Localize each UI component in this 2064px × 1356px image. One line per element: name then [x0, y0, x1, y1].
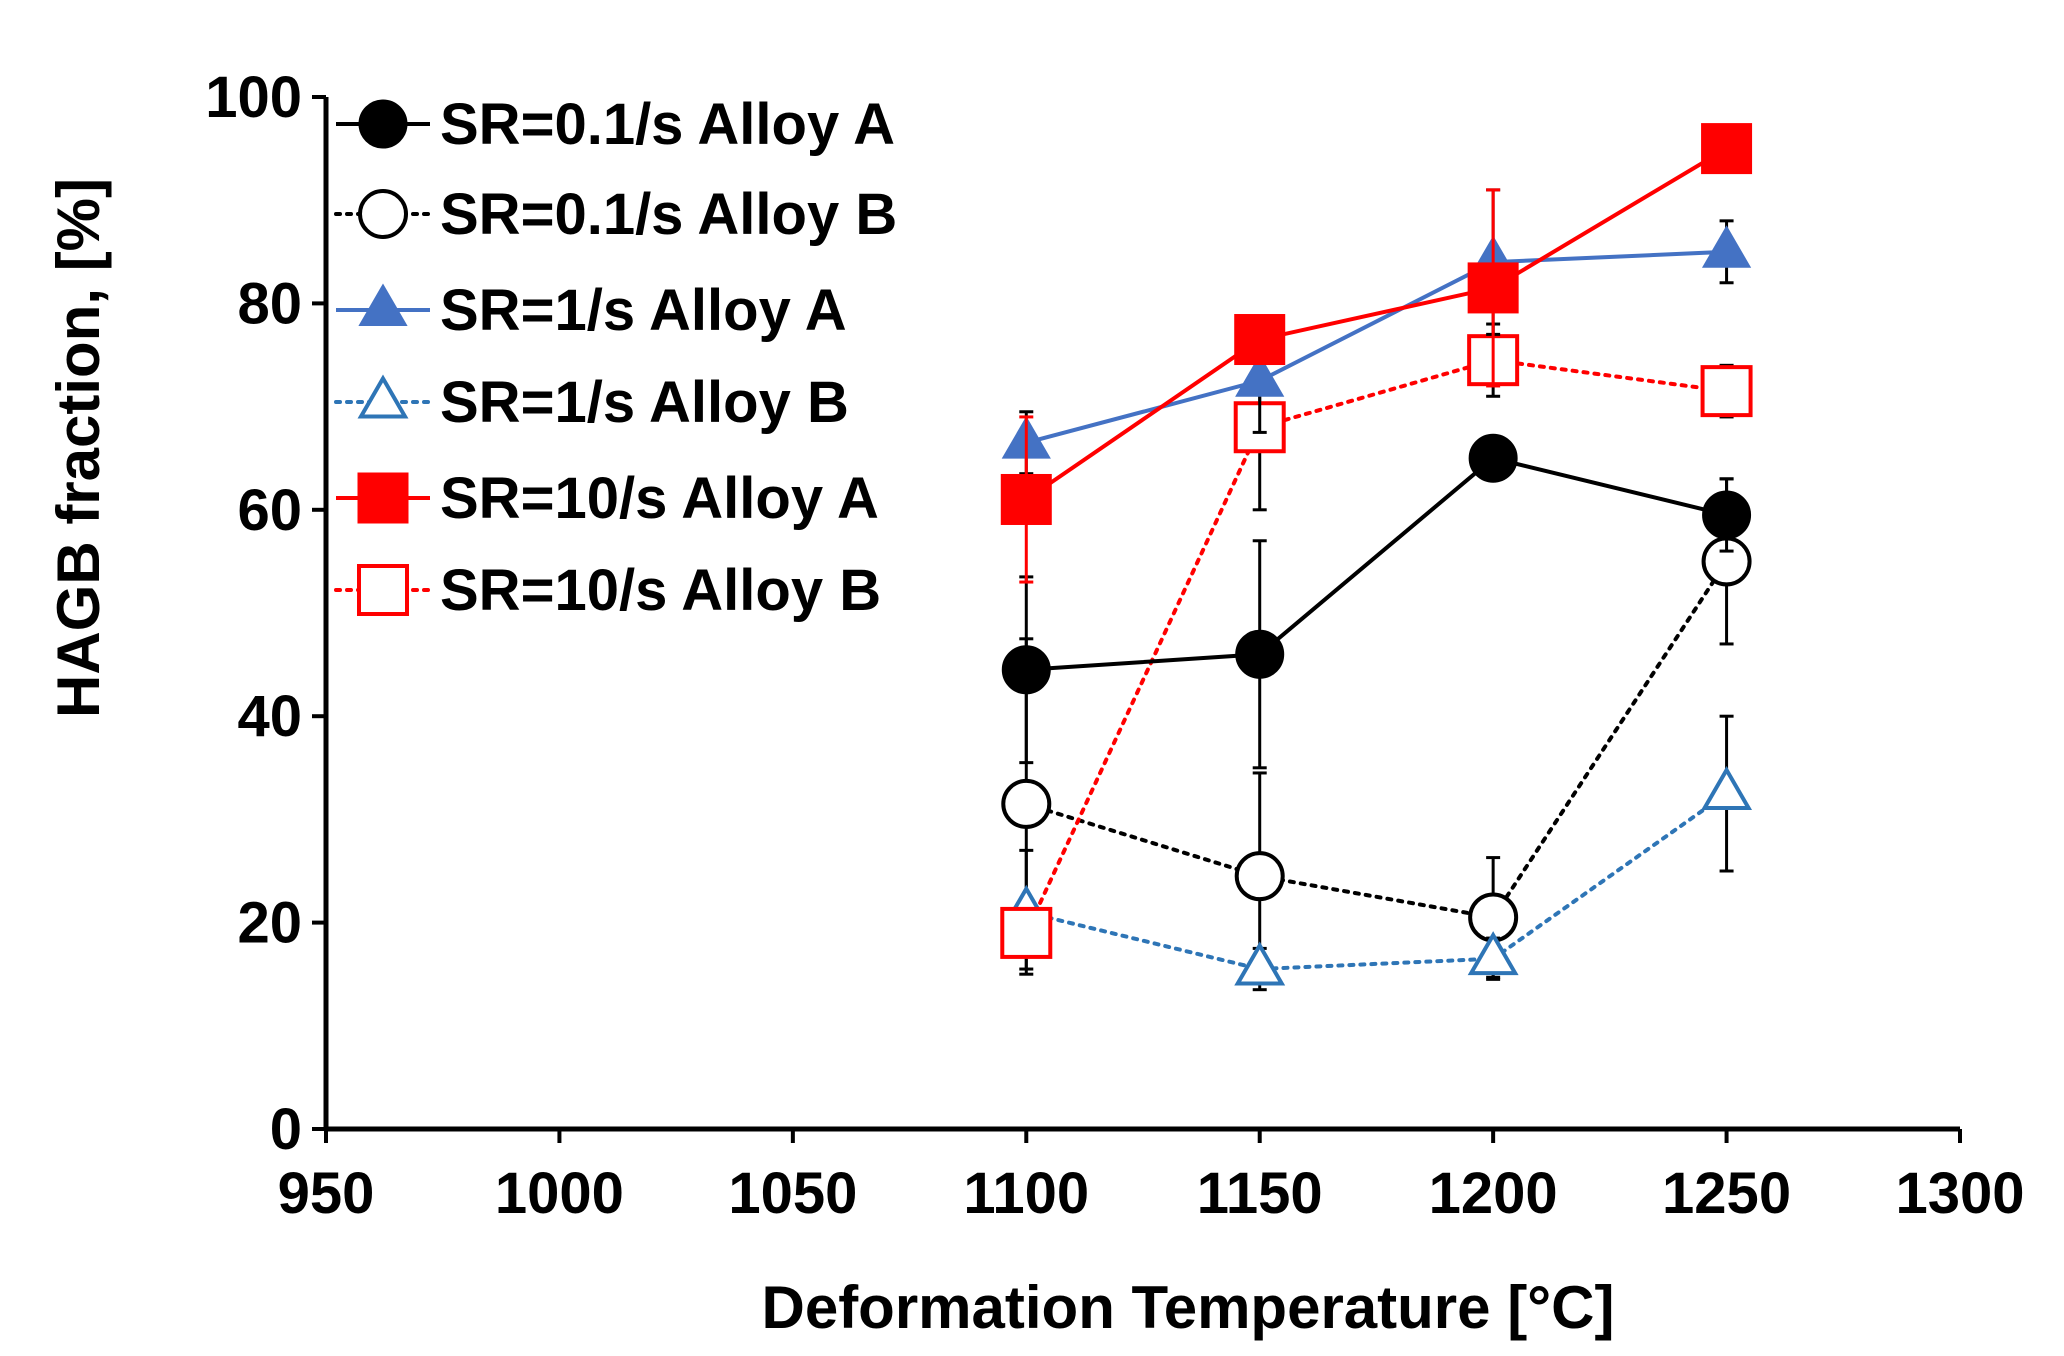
legend-entry: SR=0.1/s Alloy B	[334, 182, 897, 247]
data-point	[1000, 473, 1052, 525]
legend-entry: SR=10/s Alloy B	[334, 558, 881, 623]
legend-marker	[358, 283, 408, 326]
data-point	[1701, 123, 1753, 175]
series-line	[1025, 146, 1728, 502]
series-group	[1000, 123, 1753, 584]
legend-label: SR=1/s Alloy A	[440, 278, 847, 343]
data-point	[1234, 851, 1285, 902]
data-point	[1235, 629, 1285, 679]
series-layer	[1000, 123, 1753, 992]
legend: SR=0.1/s Alloy A SR=0.1/s Alloy B SR=1/s A…	[334, 92, 897, 623]
data-point	[1468, 433, 1518, 483]
data-point	[1001, 778, 1052, 829]
series-line	[1026, 456, 1728, 672]
data-point	[1467, 931, 1519, 976]
legend-label: SR=1/s Alloy B	[440, 370, 849, 435]
x-tick-label: 1050	[728, 1161, 857, 1226]
x-axis-ticks: 950 1000 1050 1100 1150 1200 1250 1300	[278, 1129, 2025, 1226]
legend-marker	[358, 99, 408, 149]
x-tick-label: 1100	[963, 1161, 1089, 1226]
series-line	[1024, 791, 1729, 972]
y-tick-label: 80	[237, 271, 302, 336]
data-point	[1001, 645, 1051, 695]
x-tick-label: 1000	[495, 1161, 624, 1226]
x-tick-label: 1200	[1429, 1161, 1558, 1226]
series-group	[1001, 433, 1752, 770]
legend-entry: SR=1/s Alloy A	[336, 278, 847, 343]
series-group	[1001, 188, 1752, 476]
data-point	[1702, 490, 1752, 540]
y-axis-ticks: 0 20 40 60 80 100	[205, 65, 326, 1162]
data-point	[1235, 354, 1285, 397]
series-line	[1025, 249, 1727, 445]
x-tick-label: 1150	[1197, 1161, 1323, 1226]
series-group	[1000, 714, 1753, 992]
y-tick-label: 20	[237, 891, 302, 956]
legend-entry: SR=10/s Alloy A	[336, 466, 879, 531]
legend-label: SR=10/s Alloy B	[440, 558, 881, 623]
x-tick-label: 1300	[1895, 1161, 2024, 1226]
legend-entry: SR=1/s Alloy B	[334, 370, 849, 435]
legend-marker	[357, 374, 409, 419]
x-axis-title: Deformation Temperature [°C]	[762, 1274, 1615, 1341]
data-point	[1467, 262, 1519, 314]
x-tick-label: 950	[278, 1161, 375, 1226]
series-group	[1000, 322, 1753, 959]
y-tick-label: 40	[237, 684, 302, 749]
data-point	[1234, 941, 1286, 986]
data-point	[1000, 906, 1053, 959]
data-point	[1701, 225, 1752, 268]
y-axis-title: HAGB fraction, [%]	[45, 178, 112, 718]
series-line	[1024, 559, 1729, 920]
y-tick-label: 0	[270, 1097, 302, 1162]
legend-entry: SR=0.1/s Alloy A	[336, 92, 895, 157]
legend-label: SR=10/s Alloy A	[440, 466, 879, 531]
y-tick-label: 100	[205, 65, 302, 130]
axes	[323, 97, 1960, 1132]
y-tick-label: 60	[237, 478, 302, 543]
series-line	[1024, 358, 1729, 935]
legend-marker	[357, 472, 409, 524]
legend-label: SR=0.1/s Alloy B	[440, 182, 897, 247]
x-tick-label: 1250	[1662, 1161, 1791, 1226]
legend-marker	[358, 189, 408, 239]
data-point	[1701, 766, 1753, 811]
data-point	[1234, 314, 1286, 366]
legend-marker	[357, 564, 409, 616]
legend-label: SR=0.1/s Alloy A	[440, 92, 895, 157]
data-point	[1700, 365, 1753, 418]
